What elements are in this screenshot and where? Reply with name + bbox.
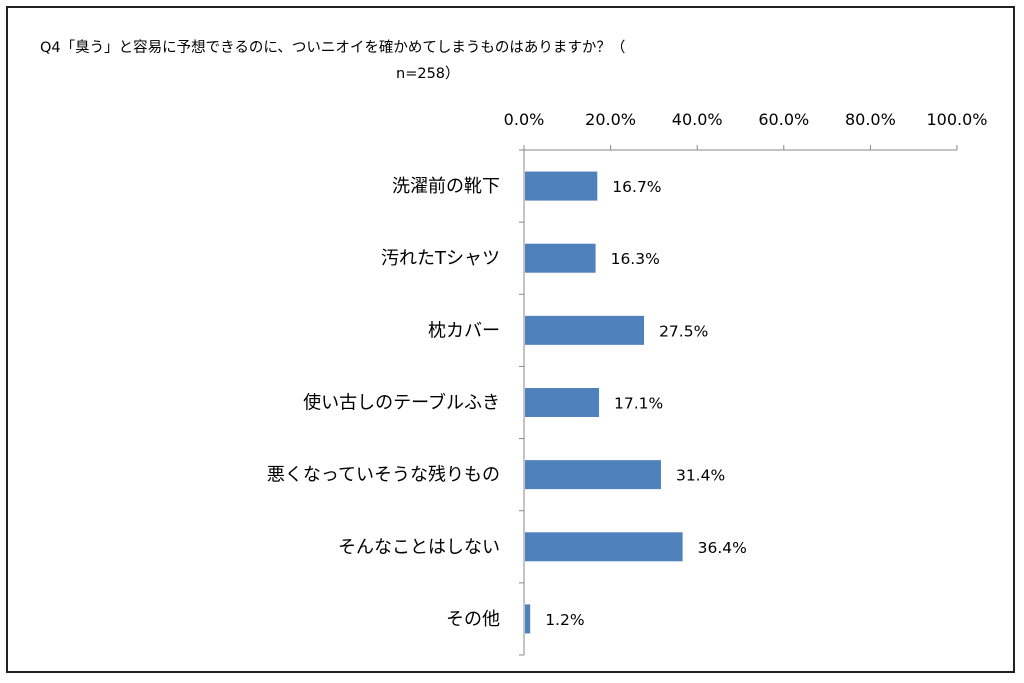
category-label: その他 bbox=[446, 609, 500, 630]
chart-frame bbox=[6, 6, 1015, 673]
value-label: 36.4% bbox=[698, 539, 747, 557]
value-label: 16.7% bbox=[612, 178, 661, 196]
x-tick-label: 60.0% bbox=[758, 110, 809, 129]
category-label: そんなことはしない bbox=[338, 537, 500, 558]
x-tick-label: 100.0% bbox=[926, 110, 987, 129]
bar bbox=[525, 388, 600, 417]
value-label: 17.1% bbox=[614, 395, 663, 413]
category-label: 使い古しのテーブルふき bbox=[303, 392, 500, 414]
value-label: 31.4% bbox=[676, 467, 725, 485]
chart-title: Q4「臭う」と容易に予想できるのに、ついニオイを確かめてしまうものはありますか？… bbox=[40, 40, 626, 56]
value-label: 1.2% bbox=[545, 611, 584, 629]
x-tick-label: 0.0% bbox=[504, 110, 545, 129]
bar bbox=[525, 604, 531, 634]
bar bbox=[525, 460, 661, 490]
bar bbox=[525, 243, 596, 273]
x-tick-label: 80.0% bbox=[845, 110, 896, 129]
chart-subtitle: n=258） bbox=[396, 66, 460, 82]
bar bbox=[525, 315, 645, 345]
category-label: 悪くなっていそうな残りもの bbox=[267, 465, 500, 486]
value-label: 27.5% bbox=[659, 322, 708, 340]
x-tick-label: 20.0% bbox=[585, 110, 636, 129]
bar bbox=[525, 171, 598, 201]
category-label: 枕カバー bbox=[428, 320, 500, 341]
category-label: 洗濯前の靴下 bbox=[392, 176, 500, 197]
category-label: 汚れたTシャツ bbox=[381, 248, 500, 269]
value-label: 16.3% bbox=[611, 250, 660, 268]
bar bbox=[525, 532, 683, 562]
x-tick-label: 40.0% bbox=[672, 110, 723, 129]
